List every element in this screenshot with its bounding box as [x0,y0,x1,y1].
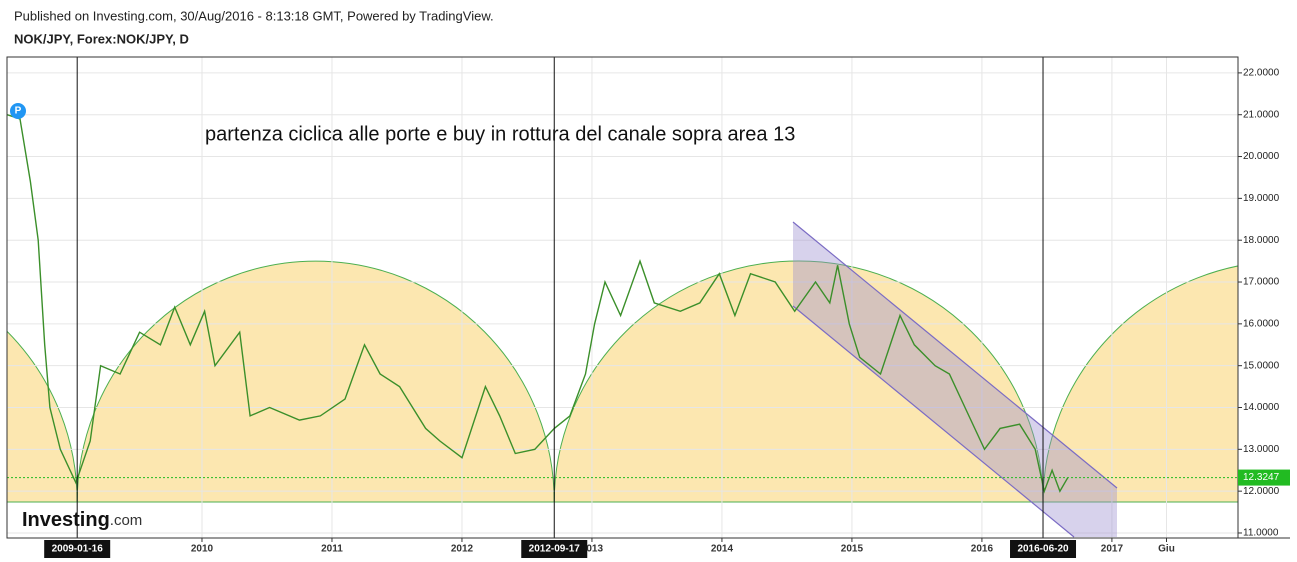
x-tick-label: 2015 [841,544,864,555]
cycle-date-label: 2009-01-16 [52,544,104,555]
y-tick-label: 16.0000 [1243,318,1280,329]
axes: 11.0000 12.0000 13.0000 14.0000 15.0000 16.00… [44,68,1290,558]
marker [10,103,26,119]
cycle-dome [7,331,78,503]
annotation: partenza ciclica alle porte e buy in rot… [205,123,795,145]
y-tick-label: 20.0000 [1243,151,1280,162]
y-tick-label: 12.0000 [1243,486,1280,497]
cycle-dome [553,260,1044,503]
x-tick-label: Giu [1158,544,1175,555]
y-tick-label: 17.0000 [1243,277,1280,288]
x-tick-label: 2013 [581,544,604,555]
x-tick-label: 2010 [191,544,214,555]
x-tick-label: 2017 [1101,544,1124,555]
y-tick-label: 18.0000 [1243,235,1280,246]
marker-label: P [15,106,22,117]
plot [7,57,1238,538]
channel-top [792,221,1118,489]
x-tick-label: 2014 [711,544,734,555]
cycle-domes [7,260,1238,503]
y-tick-label: 13.0000 [1243,444,1280,455]
y-tick-label: 19.0000 [1243,193,1280,204]
cycle-dome [1042,265,1238,503]
logo-suffix: .com [110,512,143,529]
cycle-date-box [1010,540,1077,558]
x-tick-label: 2012 [451,544,474,555]
y-tick-label: 15.0000 [1243,360,1280,371]
cycle-date-label: 2016-06-20 [1017,544,1069,555]
x-tick-label: 2016 [971,544,994,555]
y-tick-label: 11.0000 [1243,528,1279,539]
channel-bottom [792,305,1075,538]
last-price-box [1238,469,1290,486]
cycle-dome [76,260,555,503]
logo-brand: Investing [22,509,110,531]
y-tick-label: 14.0000 [1243,402,1280,413]
logo: Investing.com [22,509,142,531]
y-tick-label: 22.0000 [1243,68,1280,79]
x-tick-label: 2011 [321,544,343,555]
last-price-label: 12.3247 [1243,472,1280,483]
channel [793,222,1117,537]
grid [7,57,1238,538]
cycle-date-label: 2012-09-17 [529,544,581,555]
symbol-title: NOK/JPY, Forex:NOK/JPY, D [14,31,189,46]
published-note: Published on Investing.com, 30/Aug/2016 … [14,8,494,23]
y-tick-label: 21.0000 [1243,109,1280,120]
cycle-date-box [521,540,588,558]
cycle-date-box [44,540,111,558]
